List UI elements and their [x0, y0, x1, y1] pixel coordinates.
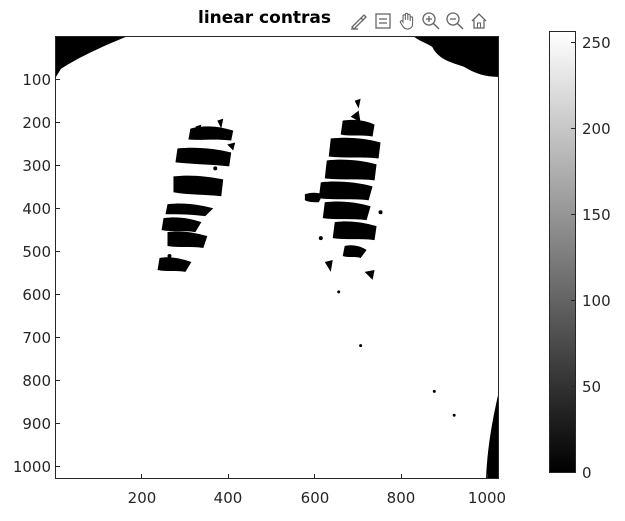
colorbar-tick-label: 100	[582, 292, 611, 310]
zoom-out-icon	[446, 12, 464, 30]
y-tick-label: 700	[22, 329, 51, 347]
y-tick-mark	[56, 122, 60, 123]
colorbar-tick-label: 50	[582, 378, 602, 396]
y-tick-mark	[56, 208, 60, 209]
y-tick-label: 900	[22, 415, 51, 433]
image-axes[interactable]	[55, 36, 499, 479]
y-tick-label: 100	[22, 71, 51, 89]
zoom-in-icon	[422, 12, 440, 30]
colorbar-tick-label: 250	[582, 34, 611, 52]
zoom-in-button[interactable]	[420, 9, 442, 33]
x-tick-mark	[228, 474, 229, 478]
y-tick-mark	[56, 294, 60, 295]
colorbar-tick-mark	[571, 214, 576, 215]
x-tick-label: 400	[213, 489, 243, 507]
y-tick-mark	[56, 380, 60, 381]
x-tick-mark	[487, 474, 488, 478]
y-tick-label: 200	[22, 114, 51, 132]
x-tick-label: 800	[386, 489, 416, 507]
x-tick-mark	[314, 474, 315, 478]
colorbar[interactable]	[549, 31, 576, 473]
y-tick-mark	[56, 251, 60, 252]
y-tick-label: 500	[22, 243, 51, 261]
zoom-out-button[interactable]	[444, 9, 466, 33]
y-tick-label: 600	[22, 286, 51, 304]
x-tick-label: 1000	[467, 489, 507, 507]
colorbar-tick-mark	[571, 300, 576, 301]
colorbar-tick-label: 200	[582, 120, 611, 138]
pan-button[interactable]	[396, 9, 418, 33]
home-icon	[471, 13, 487, 29]
x-tick-mark	[141, 474, 142, 478]
y-tick-label: 1000	[12, 458, 51, 476]
thresholded-image	[56, 37, 498, 478]
data-tips-button[interactable]	[372, 9, 394, 33]
y-tick-label: 800	[22, 372, 51, 390]
y-tick-label: 300	[22, 157, 51, 175]
pan-icon	[399, 12, 414, 30]
y-tick-mark	[56, 423, 60, 424]
axes-toolbar	[348, 8, 490, 34]
axes-title: linear contras	[198, 8, 332, 28]
brush-button[interactable]	[348, 9, 370, 33]
brush-icon	[351, 14, 367, 30]
y-tick-mark	[56, 79, 60, 80]
x-tick-mark	[401, 474, 402, 478]
colorbar-tick-label: 0	[582, 464, 592, 482]
y-tick-mark	[56, 337, 60, 338]
colorbar-tick-mark	[571, 42, 576, 43]
colorbar-tick-mark	[571, 128, 576, 129]
y-tick-label: 400	[22, 200, 51, 218]
y-tick-mark	[56, 165, 60, 166]
colorbar-tick-mark	[571, 386, 576, 387]
home-button[interactable]	[468, 9, 490, 33]
x-tick-label: 200	[127, 489, 157, 507]
colorbar-tick-mark	[571, 472, 576, 473]
data-tips-icon	[375, 13, 391, 29]
x-tick-label: 600	[300, 489, 330, 507]
y-tick-mark	[56, 466, 60, 467]
colorbar-tick-label: 150	[582, 206, 611, 224]
